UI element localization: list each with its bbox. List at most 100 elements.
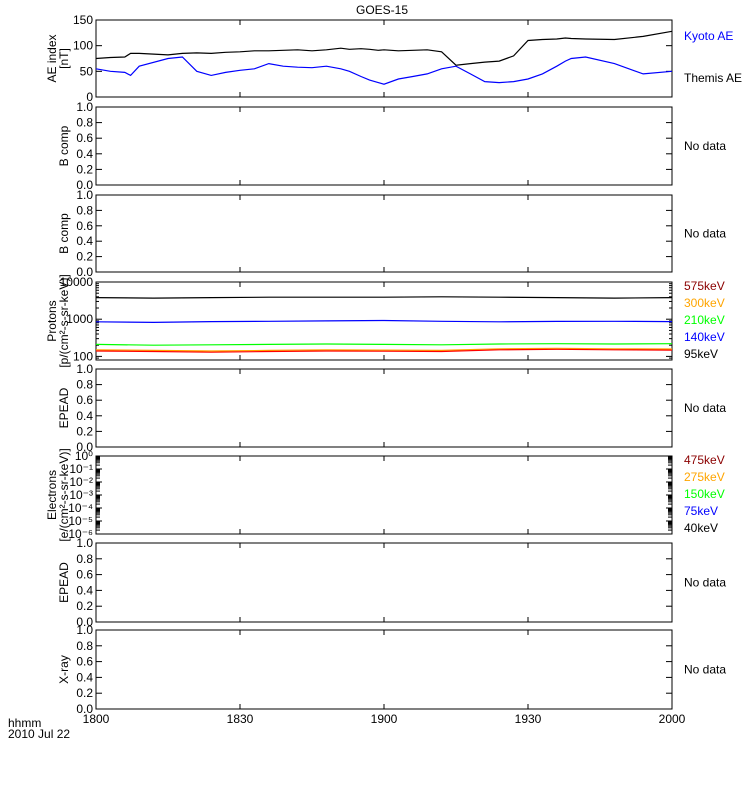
panel-frame [95,368,673,448]
x-tick-label: 1930 [515,712,542,726]
series-line-themis-ae [95,30,673,66]
no-data-label: No data [684,227,726,241]
y-tick-label: 0.8 [76,639,93,653]
y-tick-label: 0.0 [76,702,93,716]
y-axis-label: [e/(cm²-s-sr-keV)] [57,448,71,541]
y-tick-label: 10⁰ [75,449,93,463]
y-tick-label: 1.0 [76,100,93,114]
y-axis-label: X-ray [57,655,71,684]
legend-entry: Kyoto AE [684,29,733,43]
x-tick-label: 1900 [371,712,398,726]
y-tick-label: 0.4 [76,670,93,684]
y-tick-label: 0.2 [76,599,93,613]
y-axis-label: B comp [57,213,71,254]
y-axis-label: [p/(cm²-s-sr-keV)] [57,274,71,367]
y-tick-label: 0.2 [76,162,93,176]
panel-frame [95,542,673,623]
series-line-95kev [95,296,673,299]
y-tick-label: 0.8 [76,378,93,392]
panel-5: 0.0 0.20.4 0.60.8 1.0 EPEAD No data [57,362,726,454]
y-tick-label: 10⁻⁵ [68,514,93,528]
panel-frame [95,455,673,535]
y-tick-label: 1000 [66,312,93,326]
y-tick-label: 0.0 [76,615,93,629]
y-tick-label: 0.0 [76,440,93,454]
series-line-210kev [95,343,673,346]
y-tick-label: 150 [73,13,93,27]
y-tick-label: 0.4 [76,409,93,423]
y-tick-label: 100 [73,349,93,363]
x-date-label: 2010 Jul 22 [8,727,70,741]
panel-8: 0.0 0.2 0.40.6 0.8 1.0 X-ray No data [57,623,726,716]
legend-entry: Themis AE [684,71,742,85]
y-tick-label: 0.6 [76,568,93,582]
y-axis-label: EPEAD [57,562,71,603]
legend-entry: 300keV [684,296,725,310]
y-tick-label: 0.4 [76,147,93,161]
panel-7: 0.0 0.2 0.40.6 0.8 1.0 EPEAD No data [57,536,726,629]
panel-3: 0.00.2 0.40.6 0.81.0 B comp No data [57,188,726,279]
y-tick-label: 0.6 [76,655,93,669]
series-line-kyoto-ae [95,56,673,85]
x-tick-label: 1830 [227,712,254,726]
chart-title: GOES-15 [356,3,408,17]
y-tick-label: 10⁻⁶ [68,527,93,541]
x-format-label: hhmm [8,716,41,730]
y-axis-label: AE index [45,34,59,82]
x-tick-label: 1800 [83,712,110,726]
y-tick-label: 0.0 [76,178,93,192]
y-tick-label: 100 [73,39,93,53]
y-tick-label: 0.8 [76,116,93,130]
legend-entry: 95keV [684,347,718,361]
y-tick-label: 0.4 [76,583,93,597]
panel-frame [95,194,673,273]
no-data-label: No data [684,139,726,153]
y-tick-label: 1.0 [76,623,93,637]
series-line-140kev [95,319,673,324]
y-tick-label: 0.6 [76,131,93,145]
panel-1: 0 50 100 150 AE index[nT] Kyoto AE Themis AE [45,13,742,104]
no-data-label: No data [684,663,726,677]
panel-frame [95,19,673,98]
panel-2: 0.0 0.20.4 0.60.8 1.0 B comp No data [57,100,726,192]
y-axis-label: Protons [45,300,59,341]
no-data-label: No data [684,576,726,590]
legend-entry: 150keV [684,487,725,501]
legend-entry: 75keV [684,504,718,518]
panels: 0 50 100 150 AE index[nT] Kyoto AE Themis AE 0.… [45,13,742,716]
y-axis-label: B comp [57,125,71,166]
y-tick-label: 0.6 [76,219,93,233]
panel-frame [95,629,673,710]
legend-entry: 275keV [684,470,725,484]
y-axis-label: Electrons [45,470,59,520]
y-axis-label: [nT] [57,48,71,69]
legend-entry: 40keV [684,521,718,535]
y-tick-label: 10000 [60,275,94,289]
y-tick-label: 0.4 [76,234,93,248]
y-tick-label: 1.0 [76,536,93,550]
legend-entry: 140keV [684,330,725,344]
series-line-300kev [95,347,673,352]
legend-entry: 475keV [684,453,725,467]
y-tick-label: 10⁻⁴ [68,501,93,515]
y-tick-label: 10⁻³ [69,488,93,502]
y-axis-label: EPEAD [57,387,71,428]
legend-entry: 575keV [684,279,725,293]
y-tick-label: 0.2 [76,686,93,700]
y-tick-label: 0.0 [76,265,93,279]
y-tick-label: 0.8 [76,203,93,217]
y-tick-label: 0.6 [76,393,93,407]
y-tick-label: 0.2 [76,250,93,264]
y-tick-label: 10⁻¹ [69,462,93,476]
y-tick-label: 10⁻² [69,475,93,489]
y-tick-label: 0 [86,90,93,104]
series-line-575kev [95,348,673,353]
panel-frame [95,106,673,186]
legend-entry: 210keV [684,313,725,327]
y-tick-label: 0.2 [76,424,93,438]
x-axis: 1800 1830 1900 1930 2000 [83,712,686,726]
y-tick-label: 50 [80,64,94,78]
